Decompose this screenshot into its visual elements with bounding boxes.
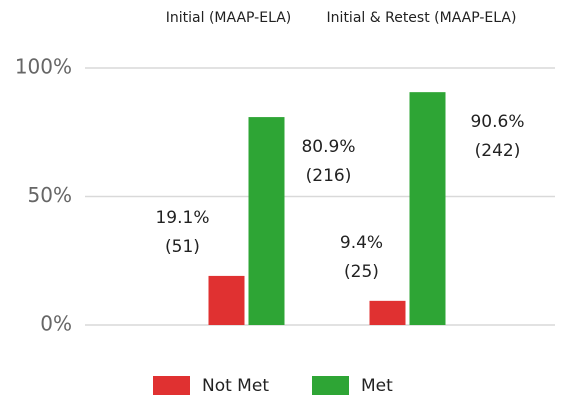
count-label: (216) (306, 166, 352, 186)
y-tick-label: 50% (28, 183, 72, 207)
bar (248, 117, 285, 325)
value-label: 90.6% (470, 112, 524, 132)
legend-swatch (312, 376, 349, 395)
value-label: 9.4% (340, 233, 383, 253)
legend-label: Met (361, 376, 393, 396)
bar (369, 300, 406, 325)
category-label: Initial & Retest (MAAP-ELA) (327, 10, 517, 26)
y-tick-label: 100% (15, 55, 72, 79)
legend-label: Not Met (202, 376, 269, 396)
count-label: (25) (344, 262, 379, 282)
count-label: (242) (475, 141, 521, 161)
value-label: 19.1% (155, 208, 209, 228)
value-label: 80.9% (301, 137, 355, 157)
bar (409, 92, 446, 326)
count-label: (51) (165, 237, 200, 257)
y-tick-label: 0% (40, 312, 72, 336)
bar (208, 275, 245, 325)
legend-swatch (153, 376, 190, 395)
category-label: Initial (MAAP-ELA) (166, 10, 291, 26)
